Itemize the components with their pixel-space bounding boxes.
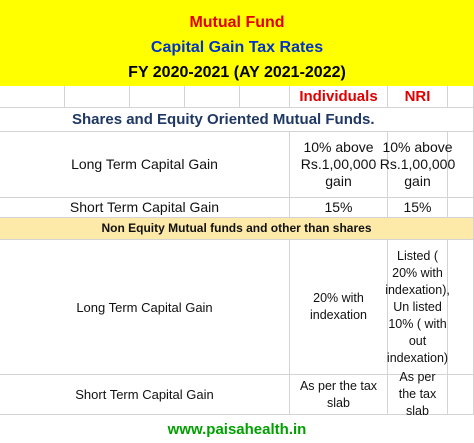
empty-cell <box>185 86 240 108</box>
subtitle: Capital Gain Tax Rates <box>150 38 324 56</box>
empty-cell <box>448 240 474 375</box>
column-header: NRI <box>388 86 448 108</box>
value-cell: 20% with indexation <box>290 240 388 375</box>
period: FY 2020-2021 (AY 2021-2022) <box>128 63 346 81</box>
row-label: Short Term Capital Gain <box>0 198 290 218</box>
row-label: Short Term Capital Gain <box>0 375 290 415</box>
row-label: Long Term Capital Gain <box>0 240 290 375</box>
section-title: Shares and Equity Oriented Mutual Funds. <box>0 108 474 132</box>
section-title: Non Equity Mutual funds and other than s… <box>0 218 474 240</box>
row-label: Long Term Capital Gain <box>0 132 290 198</box>
header-bg <box>0 0 474 86</box>
empty-cell <box>0 86 65 108</box>
empty-cell <box>448 375 474 415</box>
footer: www.paisahealth.in <box>167 420 307 438</box>
value-cell: As per the tax slab <box>388 370 448 418</box>
value-cell: 10% above Rs.1,00,000 gain <box>290 132 388 198</box>
value-cell: As per the tax slab <box>290 375 388 415</box>
title: Mutual Fund <box>189 13 285 31</box>
empty-cell <box>65 86 130 108</box>
empty-cell <box>448 86 474 108</box>
value-cell: Listed ( 20% with indexation), Un listed… <box>385 240 450 375</box>
empty-cell <box>448 132 474 198</box>
empty-cell <box>130 86 185 108</box>
column-header: Individuals <box>290 86 388 108</box>
value-cell: 15% <box>388 198 448 218</box>
value-cell: 10% above Rs.1,00,000 gain <box>380 132 455 198</box>
empty-cell <box>448 198 474 218</box>
value-cell: 15% <box>290 198 388 218</box>
empty-cell <box>240 86 290 108</box>
